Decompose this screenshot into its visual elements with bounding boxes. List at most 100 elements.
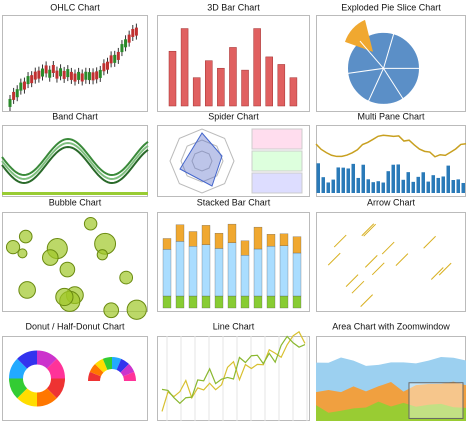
thumbnail[interactable] bbox=[316, 15, 466, 112]
candle bbox=[66, 69, 70, 78]
tile-title: Multi Pane Chart bbox=[357, 111, 425, 121]
segment bbox=[266, 234, 276, 247]
half-donut-slice bbox=[116, 358, 129, 373]
bar bbox=[217, 67, 225, 107]
thumbnail[interactable] bbox=[2, 15, 148, 112]
arrow bbox=[361, 223, 375, 237]
segment bbox=[279, 245, 289, 297]
tile-title: Area Chart with Zoomwindow bbox=[332, 321, 450, 331]
segment bbox=[214, 248, 224, 297]
candle bbox=[22, 81, 26, 90]
candle bbox=[106, 61, 109, 70]
thumbnail[interactable] bbox=[2, 212, 148, 320]
slice bbox=[345, 19, 373, 52]
thumbnail[interactable] bbox=[1, 125, 149, 197]
bar bbox=[351, 163, 355, 193]
segment bbox=[253, 226, 263, 250]
candle bbox=[91, 72, 95, 81]
arrow bbox=[345, 274, 359, 287]
candle bbox=[62, 70, 66, 79]
bar bbox=[441, 176, 445, 193]
bar bbox=[326, 182, 330, 193]
bar bbox=[346, 168, 350, 193]
bar bbox=[431, 175, 435, 193]
donut-slice bbox=[37, 388, 57, 407]
bar bbox=[386, 171, 390, 193]
thumbnail[interactable] bbox=[157, 125, 310, 197]
bubble bbox=[55, 287, 74, 307]
thumbnail[interactable] bbox=[157, 330, 310, 421]
bar bbox=[366, 179, 370, 193]
tile-title: Spider Chart bbox=[208, 111, 259, 121]
bar bbox=[411, 181, 415, 193]
bar bbox=[376, 181, 380, 193]
candle bbox=[120, 44, 124, 53]
bar bbox=[371, 182, 375, 193]
tile-title: Stacked Bar Chart bbox=[197, 197, 271, 207]
segment bbox=[175, 295, 185, 309]
candle bbox=[37, 70, 41, 79]
bar bbox=[396, 164, 400, 193]
divider bbox=[368, 68, 384, 102]
legend-box bbox=[251, 150, 303, 172]
candle bbox=[41, 68, 44, 77]
bar bbox=[253, 28, 261, 107]
candle bbox=[33, 71, 37, 80]
thumbnail-frame bbox=[316, 212, 466, 312]
arrow bbox=[360, 294, 374, 307]
segment bbox=[214, 295, 224, 309]
bubble bbox=[83, 217, 98, 231]
tile-title: Donut / Half-Donut Chart bbox=[25, 321, 125, 331]
candle bbox=[73, 73, 77, 82]
bar bbox=[289, 77, 298, 107]
band bbox=[1, 145, 149, 185]
thumbnail[interactable] bbox=[157, 212, 310, 312]
bar bbox=[205, 60, 213, 107]
arrow bbox=[333, 234, 347, 248]
line bbox=[315, 134, 467, 158]
arrow bbox=[364, 255, 378, 268]
thumbnail-frame bbox=[2, 336, 148, 421]
bar bbox=[180, 28, 189, 107]
bar bbox=[381, 182, 385, 193]
divider bbox=[383, 33, 395, 69]
segment bbox=[188, 246, 198, 297]
tile-title: 3D Bar Chart bbox=[207, 2, 260, 12]
candle bbox=[80, 73, 84, 82]
area bbox=[316, 401, 466, 421]
donut-slice bbox=[9, 378, 28, 399]
thumbnail[interactable] bbox=[157, 15, 310, 112]
candle bbox=[95, 71, 99, 80]
bar bbox=[391, 164, 395, 193]
thumbnail[interactable] bbox=[315, 125, 467, 197]
area bbox=[179, 132, 223, 187]
bar bbox=[241, 69, 249, 107]
thumbnail[interactable] bbox=[316, 212, 466, 312]
candle bbox=[44, 65, 48, 74]
segment bbox=[201, 295, 211, 309]
segment bbox=[175, 224, 185, 242]
candle bbox=[12, 91, 16, 100]
candle bbox=[77, 71, 81, 80]
tile-title: Bubble Chart bbox=[49, 197, 102, 207]
bar bbox=[446, 165, 450, 193]
candle bbox=[127, 34, 131, 43]
thumbnail-frame bbox=[316, 125, 466, 197]
thumbnail[interactable] bbox=[2, 336, 148, 421]
segment bbox=[253, 248, 263, 297]
bar bbox=[321, 177, 325, 193]
bubble bbox=[103, 302, 120, 319]
thumbnail[interactable] bbox=[316, 336, 466, 421]
donut-slice bbox=[46, 378, 65, 399]
half-donut-slice bbox=[88, 371, 101, 381]
segment bbox=[253, 295, 263, 309]
arrow bbox=[351, 280, 365, 294]
half-donut-slice bbox=[95, 358, 108, 373]
candle bbox=[109, 55, 113, 64]
legend-box bbox=[251, 172, 303, 194]
thumbnail-frame bbox=[2, 15, 148, 112]
candle bbox=[48, 69, 52, 78]
candle bbox=[26, 76, 30, 85]
